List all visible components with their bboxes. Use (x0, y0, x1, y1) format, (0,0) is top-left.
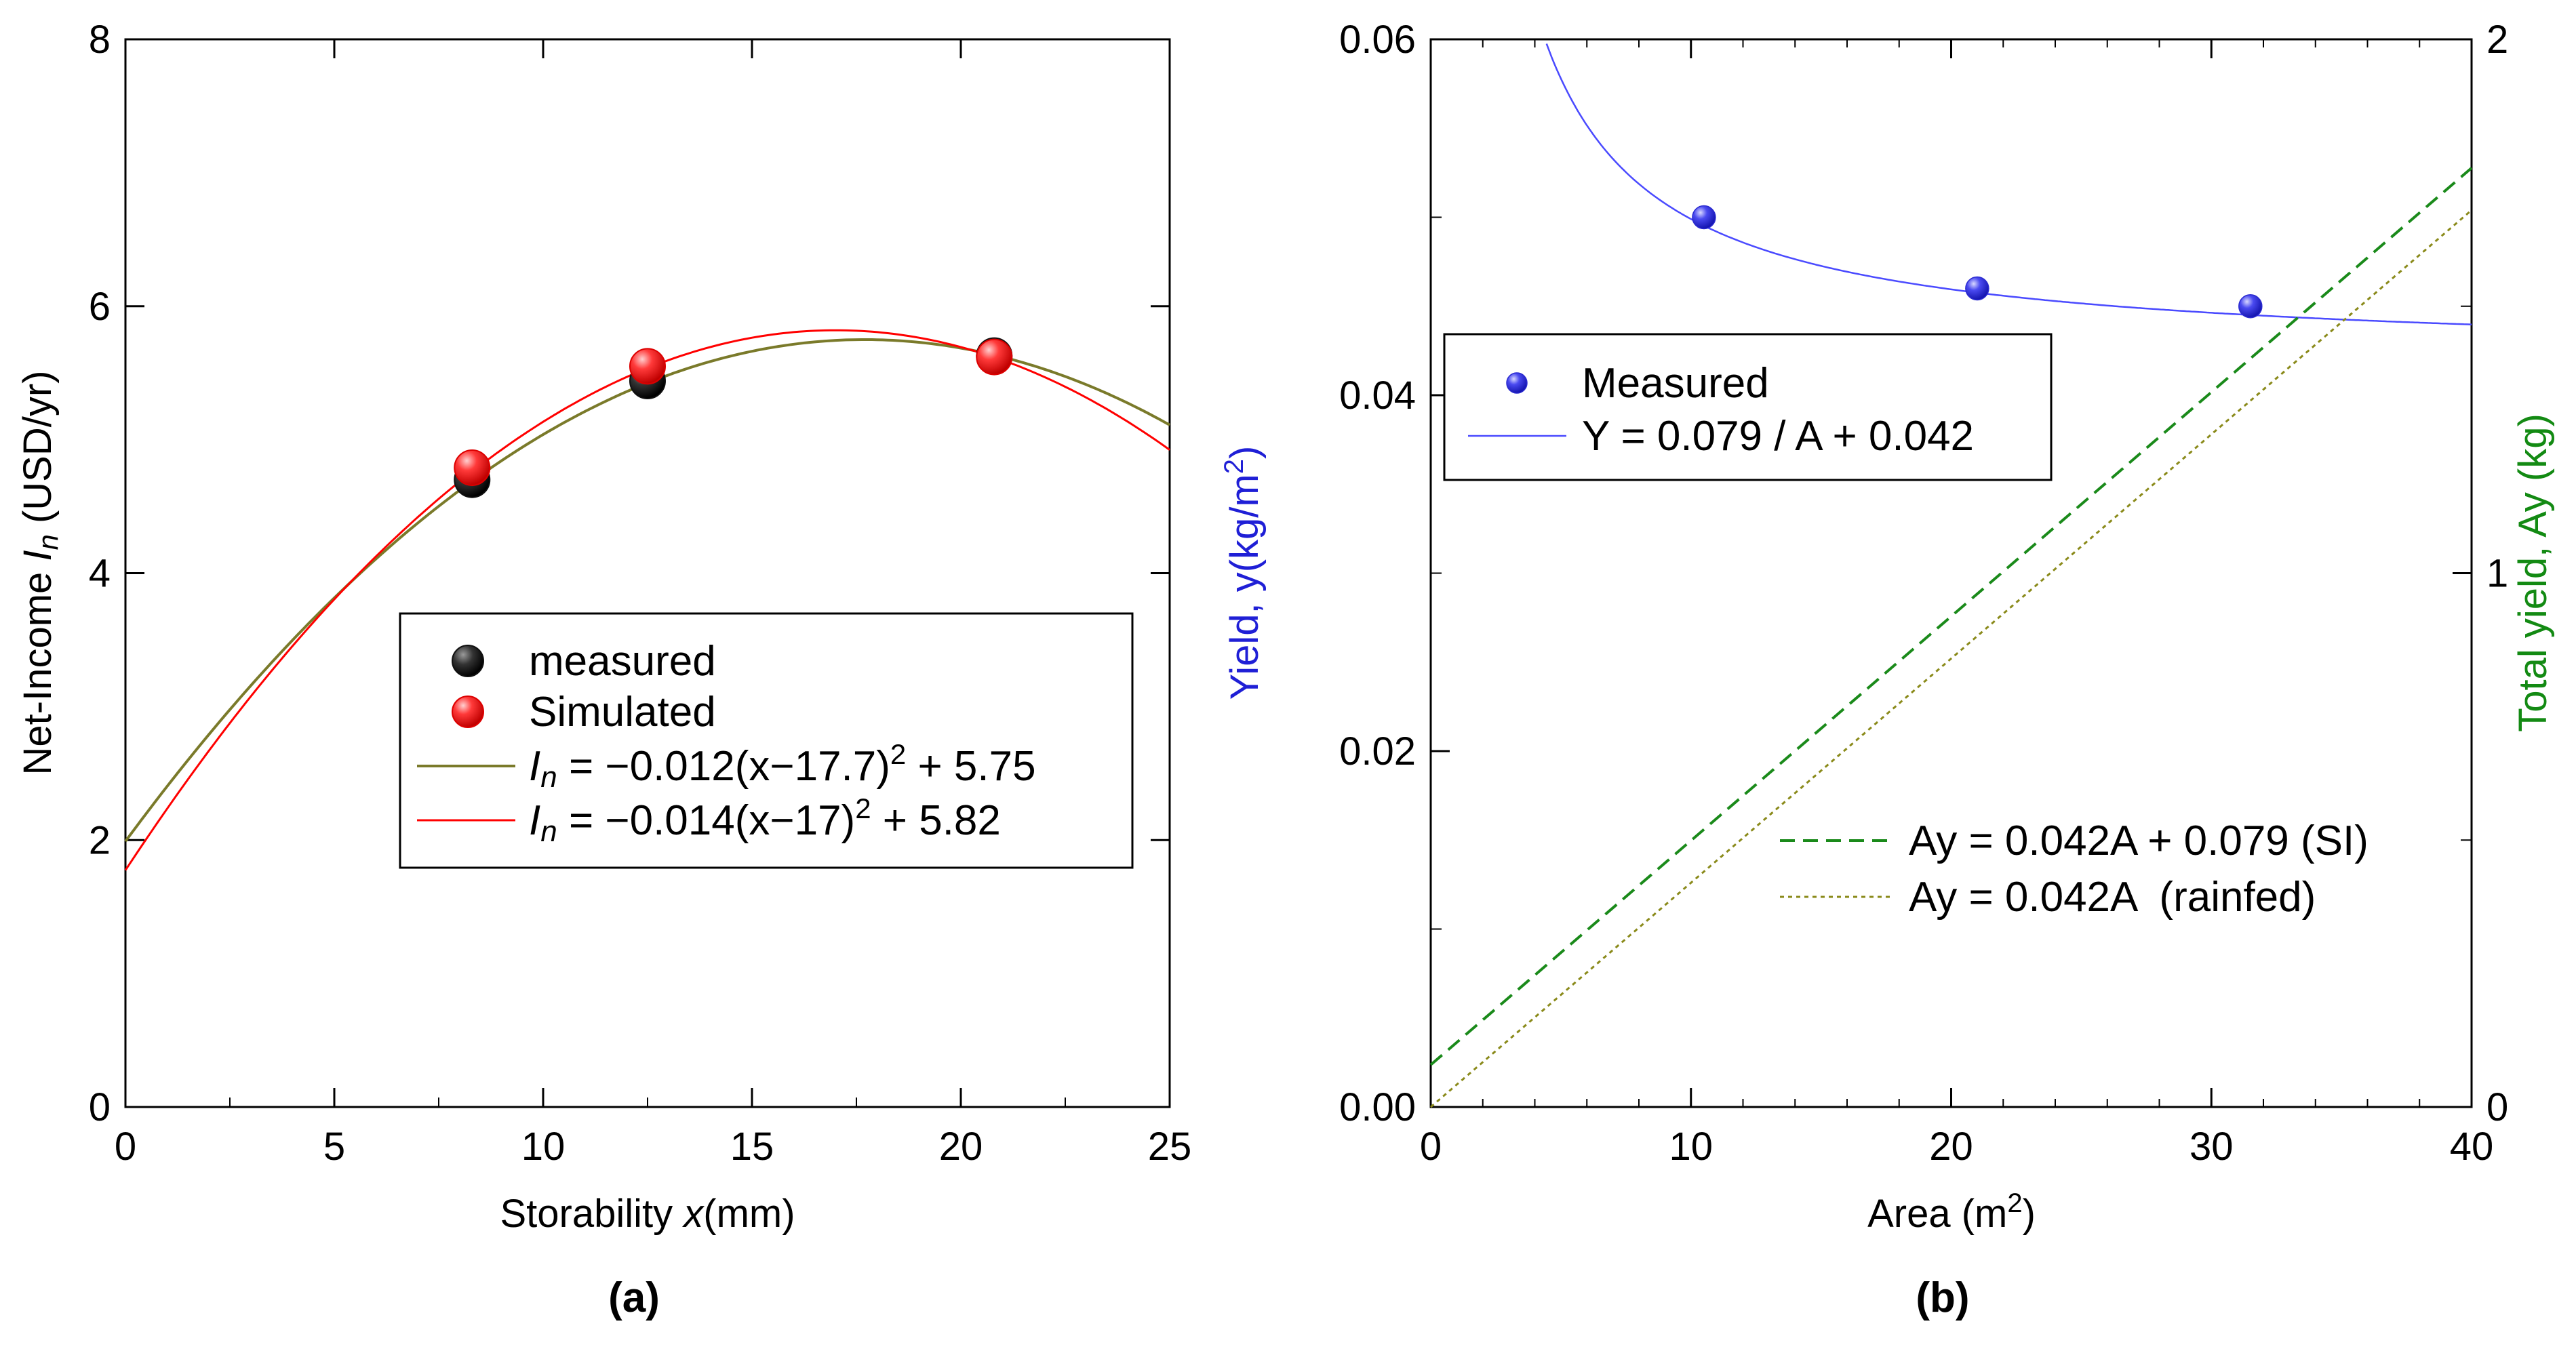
b-measured-point (1692, 205, 1716, 230)
legend-measured-marker (452, 645, 484, 677)
legend-b-fit-label: Y = 0.079 / A + 0.042 (1582, 413, 1974, 460)
b-y2-tick-label: 0 (2486, 1085, 2508, 1129)
a-y-tick-label: 8 (89, 18, 111, 62)
legend-measured-entry: measured (452, 638, 716, 685)
simulated-point (454, 449, 491, 486)
a-y-tick-label: 2 (89, 818, 111, 862)
b-fit-curve (1545, 43, 2472, 325)
panel-b-legend-top-box (1443, 333, 2053, 481)
panel-b: 0 10 20 30 40 0.00 0.02 0.04 0.06 0 1 2 Area (m2) Y… (1219, 18, 2555, 1321)
panel-b-curves (1429, 43, 2473, 1108)
legend-fit-2-label: In = −0.014(x−17)2 + 5.82 (529, 792, 1001, 848)
panel-a-ticks: 0 5 10 15 20 25 0 2 4 6 8 (89, 18, 1192, 1169)
legend-b-measured-entry: Measured (1506, 360, 1769, 407)
panel-b-plot-frame (1429, 38, 2473, 1108)
simulated-point (976, 338, 1013, 376)
b-x-tick-label: 10 (1669, 1125, 1713, 1169)
legend-measured-label: measured (529, 638, 716, 685)
legend-b-si-entry: Ay = 0.042A + 0.079 (SI) (1780, 818, 2369, 864)
a-x-tick-label: 25 (1148, 1125, 1192, 1169)
legend-fit-1-label: In = −0.012(x−17.7)2 + 5.75 (529, 738, 1036, 794)
panel-b-points (1692, 205, 2263, 319)
panel-a-legend: measured Simulated In = −0.012(x−17.7)2 … (399, 612, 1134, 869)
panel-b-y-axis-label: Yield, y(kg/m2) (1219, 446, 1267, 700)
panel-a-plot-frame (124, 38, 1171, 1108)
panel-b-legend-bottom: Ay = 0.042A + 0.079 (SI) Ay = 0.042A (ra… (1780, 818, 2369, 921)
b-x-tick-label: 20 (1929, 1125, 1973, 1169)
b-measured-point (2238, 294, 2263, 319)
b-x-tick-label: 30 (2189, 1125, 2234, 1169)
a-x-tick-label: 10 (521, 1125, 566, 1169)
panel-a-caption: (a) (608, 1274, 660, 1321)
panel-b-ticks: 0 10 20 30 40 0.00 0.02 0.04 0.06 0 1 2 (1339, 18, 2508, 1169)
legend-b-rainfed-entry: Ay = 0.042A (rainfed) (1780, 874, 2316, 921)
b-x-tick-label: 0 (1420, 1125, 1442, 1169)
b-y-tick-label: 0.04 (1339, 374, 1416, 418)
panel-a-y-axis-label: Net-Income In (USD/yr) (16, 370, 64, 775)
b-measured-point (1965, 276, 1989, 301)
panel-a-x-axis-label: Storability x(mm) (500, 1192, 795, 1236)
panel-a-legend-box (399, 612, 1134, 869)
b-y-tick-label: 0.02 (1339, 729, 1416, 773)
legend-simulated-entry: Simulated (452, 689, 716, 736)
legend-b-rainfed-label: Ay = 0.042A (rainfed) (1909, 874, 2316, 921)
legend-b-fit-entry: Y = 0.079 / A + 0.042 (1468, 413, 1974, 460)
a-y-tick-label: 6 (89, 285, 111, 329)
legend-fit-2-entry: In = −0.014(x−17)2 + 5.82 (417, 792, 1001, 848)
b-x-tick-label: 40 (2450, 1125, 2494, 1169)
b-y-tick-label: 0.06 (1339, 18, 1416, 62)
b-total-yield-line-1 (1429, 167, 2473, 1066)
legend-simulated-label: Simulated (529, 689, 716, 736)
b-total-yield-line-2 (1430, 209, 2472, 1108)
a-x-tick-label: 0 (115, 1125, 136, 1169)
a-x-tick-label: 15 (730, 1125, 774, 1169)
legend-simulated-marker (452, 696, 484, 728)
a-y-tick-label: 0 (89, 1085, 111, 1129)
legend-b-si-label: Ay = 0.042A + 0.079 (SI) (1909, 818, 2369, 864)
legend-b-measured-label: Measured (1582, 360, 1769, 407)
panel-b-y2-axis-label: Total yield, Ay (kg) (2511, 414, 2555, 732)
panel-b-legend-top: Measured Y = 0.079 / A + 0.042 (1443, 333, 2053, 481)
a-y-tick-label: 4 (89, 552, 111, 596)
panel-b-x-axis-label: Area (m2) (1867, 1188, 2036, 1236)
simulated-point (629, 348, 666, 385)
panel-a: 0 5 10 15 20 25 0 2 4 6 8 Storability x(mm) Net-In… (16, 18, 1191, 1321)
a-x-tick-label: 5 (323, 1125, 345, 1169)
b-y2-tick-label: 2 (2486, 18, 2508, 62)
b-y-tick-label: 0.00 (1339, 1085, 1416, 1129)
legend-b-measured-marker (1506, 372, 1528, 394)
panel-b-caption: (b) (1916, 1274, 1969, 1321)
panel-a-points (454, 337, 1013, 498)
legend-fit-1-entry: In = −0.012(x−17.7)2 + 5.75 (417, 738, 1036, 794)
b-y2-tick-label: 1 (2486, 552, 2508, 596)
a-x-tick-label: 20 (939, 1125, 983, 1169)
